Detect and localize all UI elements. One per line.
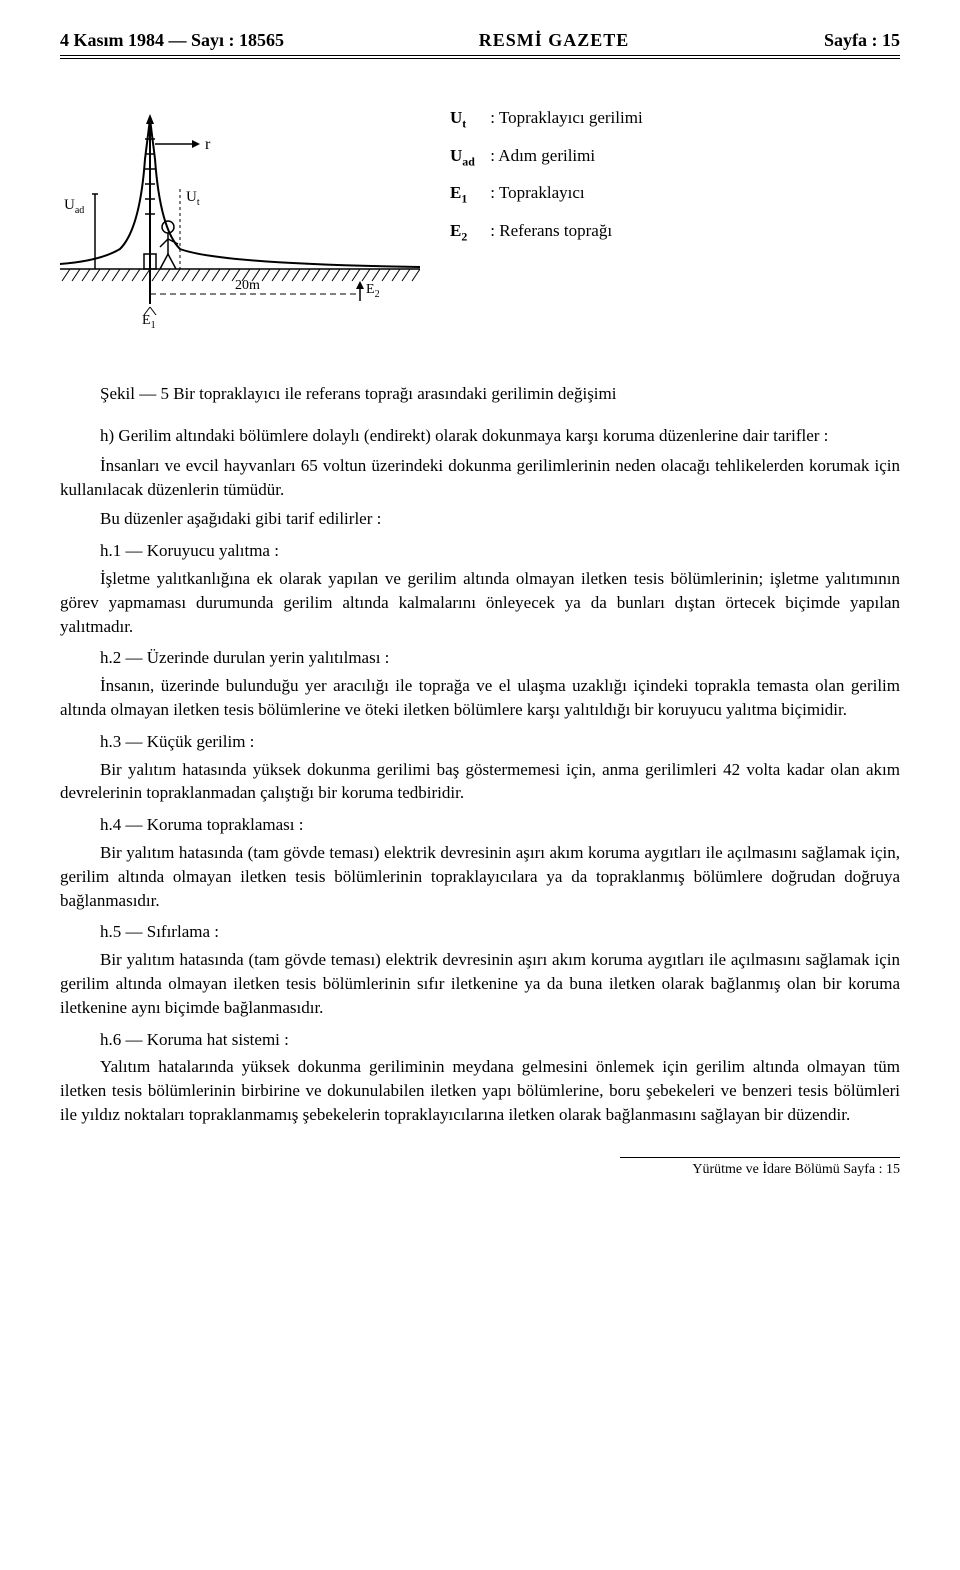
h3-head: h.3 — Küçük gerilim : bbox=[60, 730, 900, 754]
label-uad: Uad bbox=[64, 197, 84, 216]
h6-head: h.6 — Koruma hat sistemi : bbox=[60, 1028, 900, 1052]
para-intro-2: Bu düzenler aşağıdaki gibi tarif edilirl… bbox=[60, 507, 900, 531]
legend: Ut : Topraklayıcı gerilimi Uad : Adım ge… bbox=[450, 89, 900, 249]
h5-head: h.5 — Sıfırlama : bbox=[60, 920, 900, 944]
legend-row-uad: Uad : Adım gerilimi bbox=[450, 137, 900, 175]
h2-body: İnsanın, üzerinde bulunduğu yer aracılığ… bbox=[60, 674, 900, 722]
para-intro-1: İnsanları ve evcil hayvanları 65 voltun … bbox=[60, 454, 900, 502]
figure-area: r Uad Ut 20m E2 E1 bbox=[60, 89, 900, 354]
h3-body: Bir yalıtım hatasında yüksek dokunma ger… bbox=[60, 758, 900, 806]
h4-body: Bir yalıtım hatasında (tam gövde teması)… bbox=[60, 841, 900, 912]
h1-head: h.1 — Koruyucu yalıtma : bbox=[60, 539, 900, 563]
page-header: 4 Kasım 1984 — Sayı : 18565 RESMİ GAZETE… bbox=[60, 30, 900, 59]
label-r: r bbox=[205, 136, 211, 153]
header-center: RESMİ GAZETE bbox=[479, 30, 630, 51]
legend-row-e1: E1 : Topraklayıcı bbox=[450, 174, 900, 212]
label-e2: E2 bbox=[366, 282, 380, 300]
header-left: 4 Kasım 1984 — Sayı : 18565 bbox=[60, 30, 284, 51]
label-e1: E1 bbox=[142, 313, 156, 331]
footer-text: Yürütme ve İdare Bölümü Sayfa : 15 bbox=[692, 1162, 900, 1177]
figure-caption: Şekil — 5 Bir topraklayıcı ile referans … bbox=[100, 384, 900, 404]
section-h-heading: h) Gerilim altındaki bölümlere dolaylı (… bbox=[60, 424, 900, 448]
footer: Yürütme ve İdare Bölümü Sayfa : 15 bbox=[620, 1157, 900, 1178]
legend-row-e2: E2 : Referans toprağı bbox=[450, 212, 900, 250]
h5-body: Bir yalıtım hatasında (tam gövde teması)… bbox=[60, 948, 900, 1019]
h6-body: Yalıtım hatalarında yüksek dokunma geril… bbox=[60, 1055, 900, 1126]
header-right: Sayfa : 15 bbox=[824, 30, 900, 51]
legend-row-ut: Ut : Topraklayıcı gerilimi bbox=[450, 99, 900, 137]
h1-body: İşletme yalıtkanlığına ek olarak yapılan… bbox=[60, 567, 900, 638]
label-scale: 20m bbox=[235, 278, 260, 293]
voltage-diagram: r Uad Ut 20m E2 E1 bbox=[60, 89, 420, 354]
h4-head: h.4 — Koruma topraklaması : bbox=[60, 813, 900, 837]
h2-head: h.2 — Üzerinde durulan yerin yalıtılması… bbox=[60, 646, 900, 670]
label-ut: Ut bbox=[186, 189, 200, 208]
